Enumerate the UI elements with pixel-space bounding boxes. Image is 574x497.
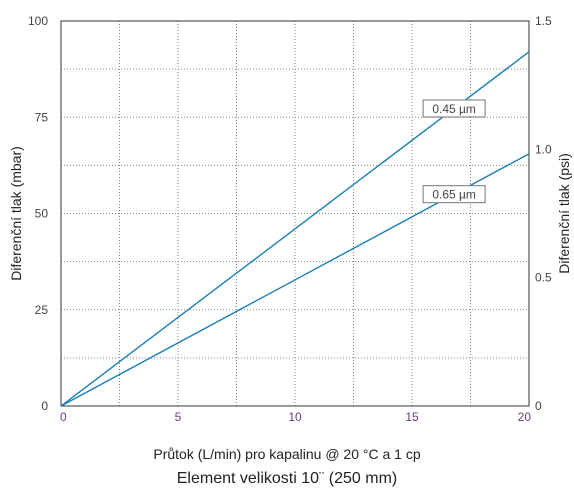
- y-left-tick-label: 25: [35, 303, 49, 317]
- y-right-tick-label: 0.5: [535, 271, 552, 285]
- x-axis-title: Průtok (L/min) pro kapalinu @ 20 °C a 1 …: [153, 446, 421, 462]
- x-tick-label: 0: [60, 410, 67, 424]
- y-left-tick-label: 100: [28, 14, 48, 28]
- chart-subtitle: Element velikosti 10¨ (250 mm): [176, 470, 398, 487]
- y-left-tick-label: 0: [41, 399, 48, 413]
- y-right-tick-label: 1.5: [535, 14, 552, 28]
- annotation-box-0: [422, 99, 486, 118]
- annotation-box-1: [422, 185, 486, 204]
- annotation-label-1: 0.65 µm: [432, 188, 476, 202]
- x-tick-label: 10: [288, 410, 302, 424]
- x-tick-label: 20: [518, 410, 532, 424]
- y-right-tick-label: 0: [535, 399, 542, 413]
- x-tick-label: 15: [405, 410, 419, 424]
- chart: 0.45 µm0.65 µm0 5 10 15 20025507510000.51.01…: [8, 14, 572, 424]
- y-left-axis-title: Diferenční tlak (mbar): [8, 146, 24, 281]
- y-left-tick-label: 75: [35, 110, 49, 124]
- x-tick-label: 5: [175, 410, 182, 424]
- y-right-tick-label: 1.0: [535, 142, 552, 156]
- y-left-tick-label: 50: [35, 207, 49, 221]
- plot-frame: [60, 20, 530, 407]
- y-right-axis-title: Diferenční tlak (psi): [556, 153, 572, 274]
- annotation-label-0: 0.45 µm: [432, 102, 476, 116]
